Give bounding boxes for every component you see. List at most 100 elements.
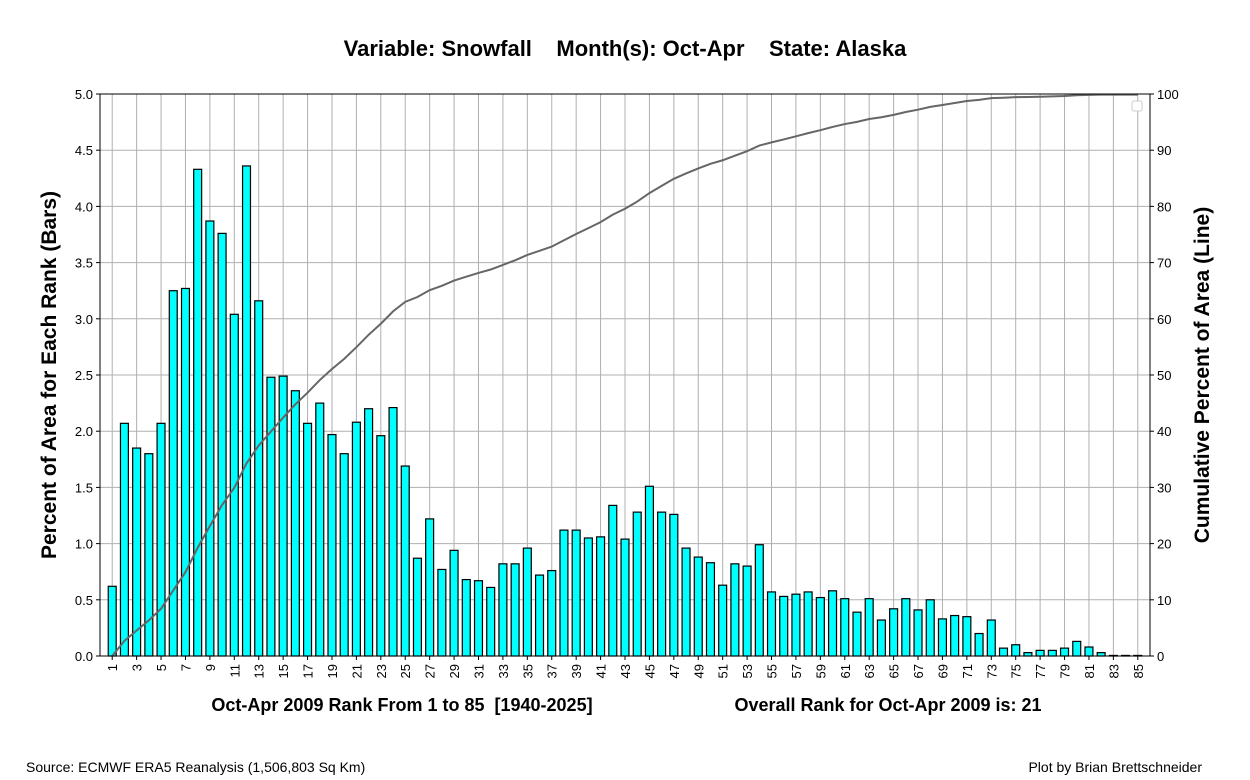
y2-tick-label: 70: [1157, 256, 1171, 271]
bar-rank-76: [1023, 652, 1033, 657]
bar-rank-31: [473, 580, 484, 657]
y2-tick-label: 90: [1157, 143, 1171, 158]
bar-rank-34: [510, 563, 520, 657]
x-tick-label: 39: [569, 664, 584, 678]
x-tick-label: 51: [716, 664, 731, 678]
bar-rank-21: [351, 421, 361, 657]
bar-rank-8: [193, 168, 203, 657]
bar-rank-27: [425, 518, 435, 657]
bar-rank-4: [144, 453, 154, 657]
x-tick-label: 75: [1009, 664, 1024, 678]
bar-rank-1: [107, 585, 117, 657]
bar-rank-74: [998, 647, 1009, 657]
bar-rank-38: [559, 529, 569, 657]
x-tick-label: 3: [130, 664, 145, 671]
bar-rank-69: [937, 618, 948, 657]
x-tick-label: 57: [789, 664, 804, 678]
bar-rank-81: [1084, 646, 1094, 657]
bar-rank-11: [229, 313, 239, 657]
x-tick-label: 17: [301, 664, 316, 678]
overall-rank-annotation: Overall Rank for Oct-Apr 2009 is: 21: [734, 695, 1041, 715]
bar-rank-75: [1011, 644, 1021, 657]
source-note: Source: ECMWF ERA5 Reanalysis (1,506,803…: [26, 759, 365, 775]
x-tick-label: 63: [862, 664, 877, 678]
bar-rank-73: [986, 619, 996, 657]
axes: 0.0 0.5 1.0 1.5 2.0 2.5 3.0 3.5 4.0 4.5 5.0 0 10 20 30…: [75, 87, 1179, 678]
bar-rank-22: [364, 408, 374, 657]
x-tick-label: 31: [471, 664, 486, 678]
y-tick-label: 2.0: [75, 424, 93, 439]
y-tick-label: 3.0: [75, 312, 93, 327]
bar-rank-26: [412, 557, 423, 657]
y-tick-label: 4.0: [75, 199, 93, 214]
bar-rank-6: [168, 290, 178, 657]
x-tick-label: 19: [325, 664, 340, 678]
bar-rank-5: [156, 422, 166, 657]
x-axis-label: Oct-Apr 2009 Rank From 1 to 85 [1940-202…: [211, 695, 592, 715]
bar-rank-72: [974, 632, 984, 657]
x-tick-label: 23: [374, 664, 389, 678]
bar-rank-46: [657, 511, 667, 657]
y-tick-label: 0.0: [75, 649, 93, 664]
bars: [107, 165, 1143, 657]
bar-rank-41: [596, 536, 606, 657]
x-tick-label: 25: [398, 664, 413, 678]
x-tick-label: 85: [1131, 664, 1146, 678]
bar-rank-59: [815, 596, 825, 657]
bar-rank-20: [339, 453, 349, 657]
bar-rank-33: [498, 563, 508, 657]
x-tick-label: 13: [252, 664, 267, 678]
x-tick-label: 77: [1033, 664, 1048, 678]
cumulative-line: [111, 93, 1138, 657]
bar-rank-50: [705, 562, 716, 657]
y2-axis-label: Cumulative Percent of Area (Line): [1191, 207, 1214, 543]
bar-rank-79: [1059, 647, 1070, 657]
bar-rank-3: [132, 447, 142, 657]
bar-rank-70: [950, 614, 960, 657]
bar-rank-25: [400, 465, 410, 657]
bar-rank-60: [827, 590, 838, 657]
x-tick-label: 35: [520, 664, 535, 678]
x-tick-label: 21: [349, 664, 364, 678]
x-tick-label: 61: [838, 664, 853, 678]
x-tick-label: 81: [1082, 664, 1097, 678]
bar-rank-45: [644, 485, 654, 657]
plot-frame: [99, 93, 1151, 657]
x-tick-label: 15: [276, 664, 291, 678]
cumulative-line-group: [111, 93, 1138, 657]
x-tick-label: 67: [911, 664, 926, 678]
y-tick-label: 4.5: [75, 143, 93, 158]
y-tick-label: 2.5: [75, 368, 93, 383]
bar-rank-2: [119, 422, 129, 657]
x-tick-label: 29: [447, 664, 462, 678]
bar-rank-40: [583, 537, 593, 657]
x-tick-label: 1: [105, 664, 120, 671]
y2-tick-label: 0: [1157, 649, 1164, 664]
x-tick-label: 69: [935, 664, 950, 678]
y-tick-label: 5.0: [75, 87, 93, 102]
x-tick-label: 55: [765, 664, 780, 678]
bar-rank-12: [241, 165, 252, 657]
bar-rank-13: [254, 300, 264, 657]
bar-rank-16: [290, 390, 300, 657]
bar-rank-48: [681, 547, 691, 657]
bar-rank-24: [388, 406, 398, 657]
y2-tick-label: 60: [1157, 312, 1171, 327]
bar-rank-36: [534, 574, 545, 657]
bar-rank-29: [449, 549, 459, 657]
y2-tick-label: 10: [1157, 593, 1171, 608]
bar-rank-30: [461, 578, 471, 657]
x-tick-label: 5: [154, 664, 169, 671]
x-tick-label: 41: [594, 664, 609, 678]
bar-rank-49: [693, 556, 703, 657]
bar-rank-17: [302, 422, 313, 657]
bar-rank-64: [876, 619, 886, 657]
x-tick-label: 11: [227, 664, 242, 678]
bar-rank-80: [1072, 640, 1082, 657]
bar-rank-39: [571, 529, 581, 657]
bar-rank-54: [754, 544, 764, 657]
bar-rank-19: [327, 433, 337, 657]
x-tick-label: 83: [1106, 664, 1121, 678]
bar-rank-53: [742, 565, 752, 657]
